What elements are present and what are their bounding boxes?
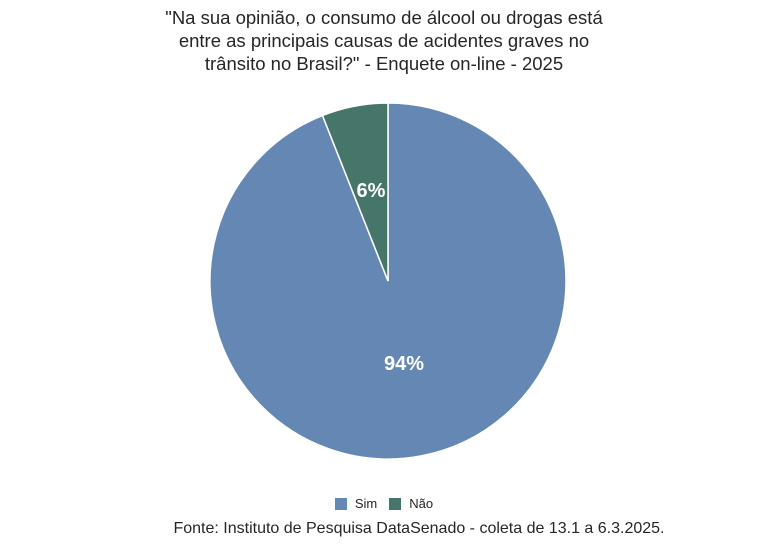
pie-slice-1 (321, 102, 389, 282)
chart-legend: Sim Não (0, 496, 768, 511)
pie-slice-label-1: 6% (357, 180, 386, 202)
legend-item-sim: Sim (334, 496, 378, 511)
legend-label-nao: Não (409, 496, 434, 511)
legend-swatch-nao (389, 497, 402, 510)
legend-label-sim: Sim (354, 496, 378, 511)
legend-swatch-sim (334, 497, 347, 510)
chart-title-line-1: "Na sua opinião, o consumo de álcool ou … (165, 7, 603, 28)
chart-title: "Na sua opinião, o consumo de álcool ou … (0, 6, 768, 75)
pie-slice-0 (209, 102, 567, 460)
pie-slice-label-0: 94% (384, 353, 424, 375)
chart-title-line-2: entre as principais causas de acidentes … (178, 30, 590, 51)
source-note: Fonte: Instituto de Pesquisa DataSenado … (173, 520, 665, 537)
legend-item-nao: Não (389, 496, 433, 511)
chart-title-line-3: trânsito no Brasil?" - Enquete on-line -… (204, 53, 564, 74)
